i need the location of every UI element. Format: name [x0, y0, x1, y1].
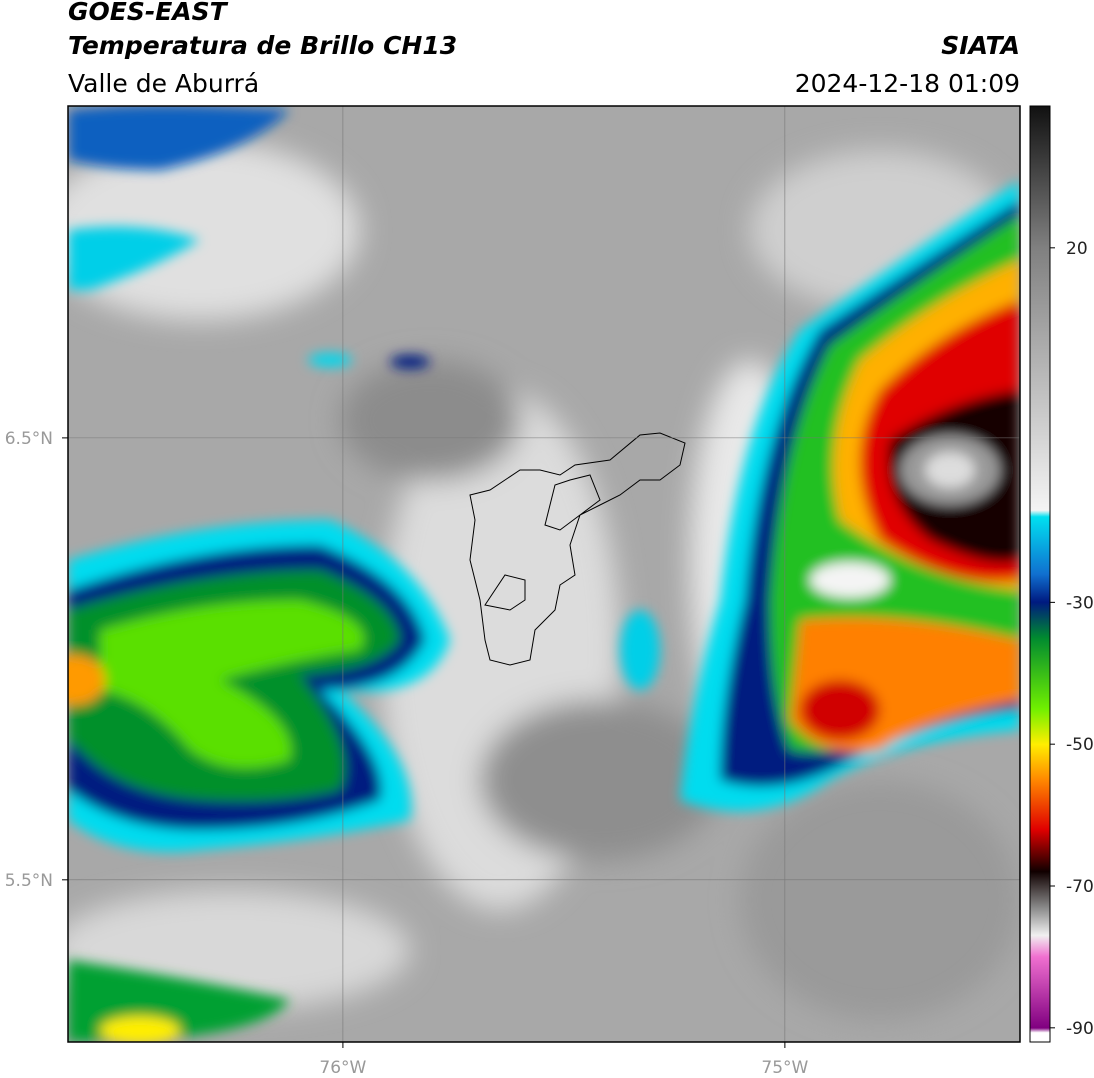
colorbar-tick-label: -70 [1066, 877, 1094, 897]
y-tick-label: 5.5°N [5, 871, 53, 891]
map-frame [67, 105, 1021, 1043]
colorbar-tick-label: 20 [1066, 239, 1088, 259]
subtitle: Temperatura de Brillo CH13 [68, 31, 457, 60]
colorbar [1029, 105, 1051, 1043]
colorbar-tick-label: -30 [1066, 593, 1094, 613]
source: SIATA [941, 31, 1020, 60]
x-tick-label: 75°W [761, 1058, 808, 1078]
colorbar-tick-label: -90 [1066, 1019, 1094, 1039]
colorbar-tick-label: -50 [1066, 735, 1094, 755]
satellite-image [68, 106, 1020, 1042]
title: GOES-EAST [68, 0, 229, 26]
region: Valle de Aburrá [68, 69, 259, 98]
datetime: 2024-12-18 01:09 [795, 69, 1020, 98]
y-tick-label: 6.5°N [5, 429, 53, 449]
x-tick-label: 76°W [319, 1058, 366, 1078]
